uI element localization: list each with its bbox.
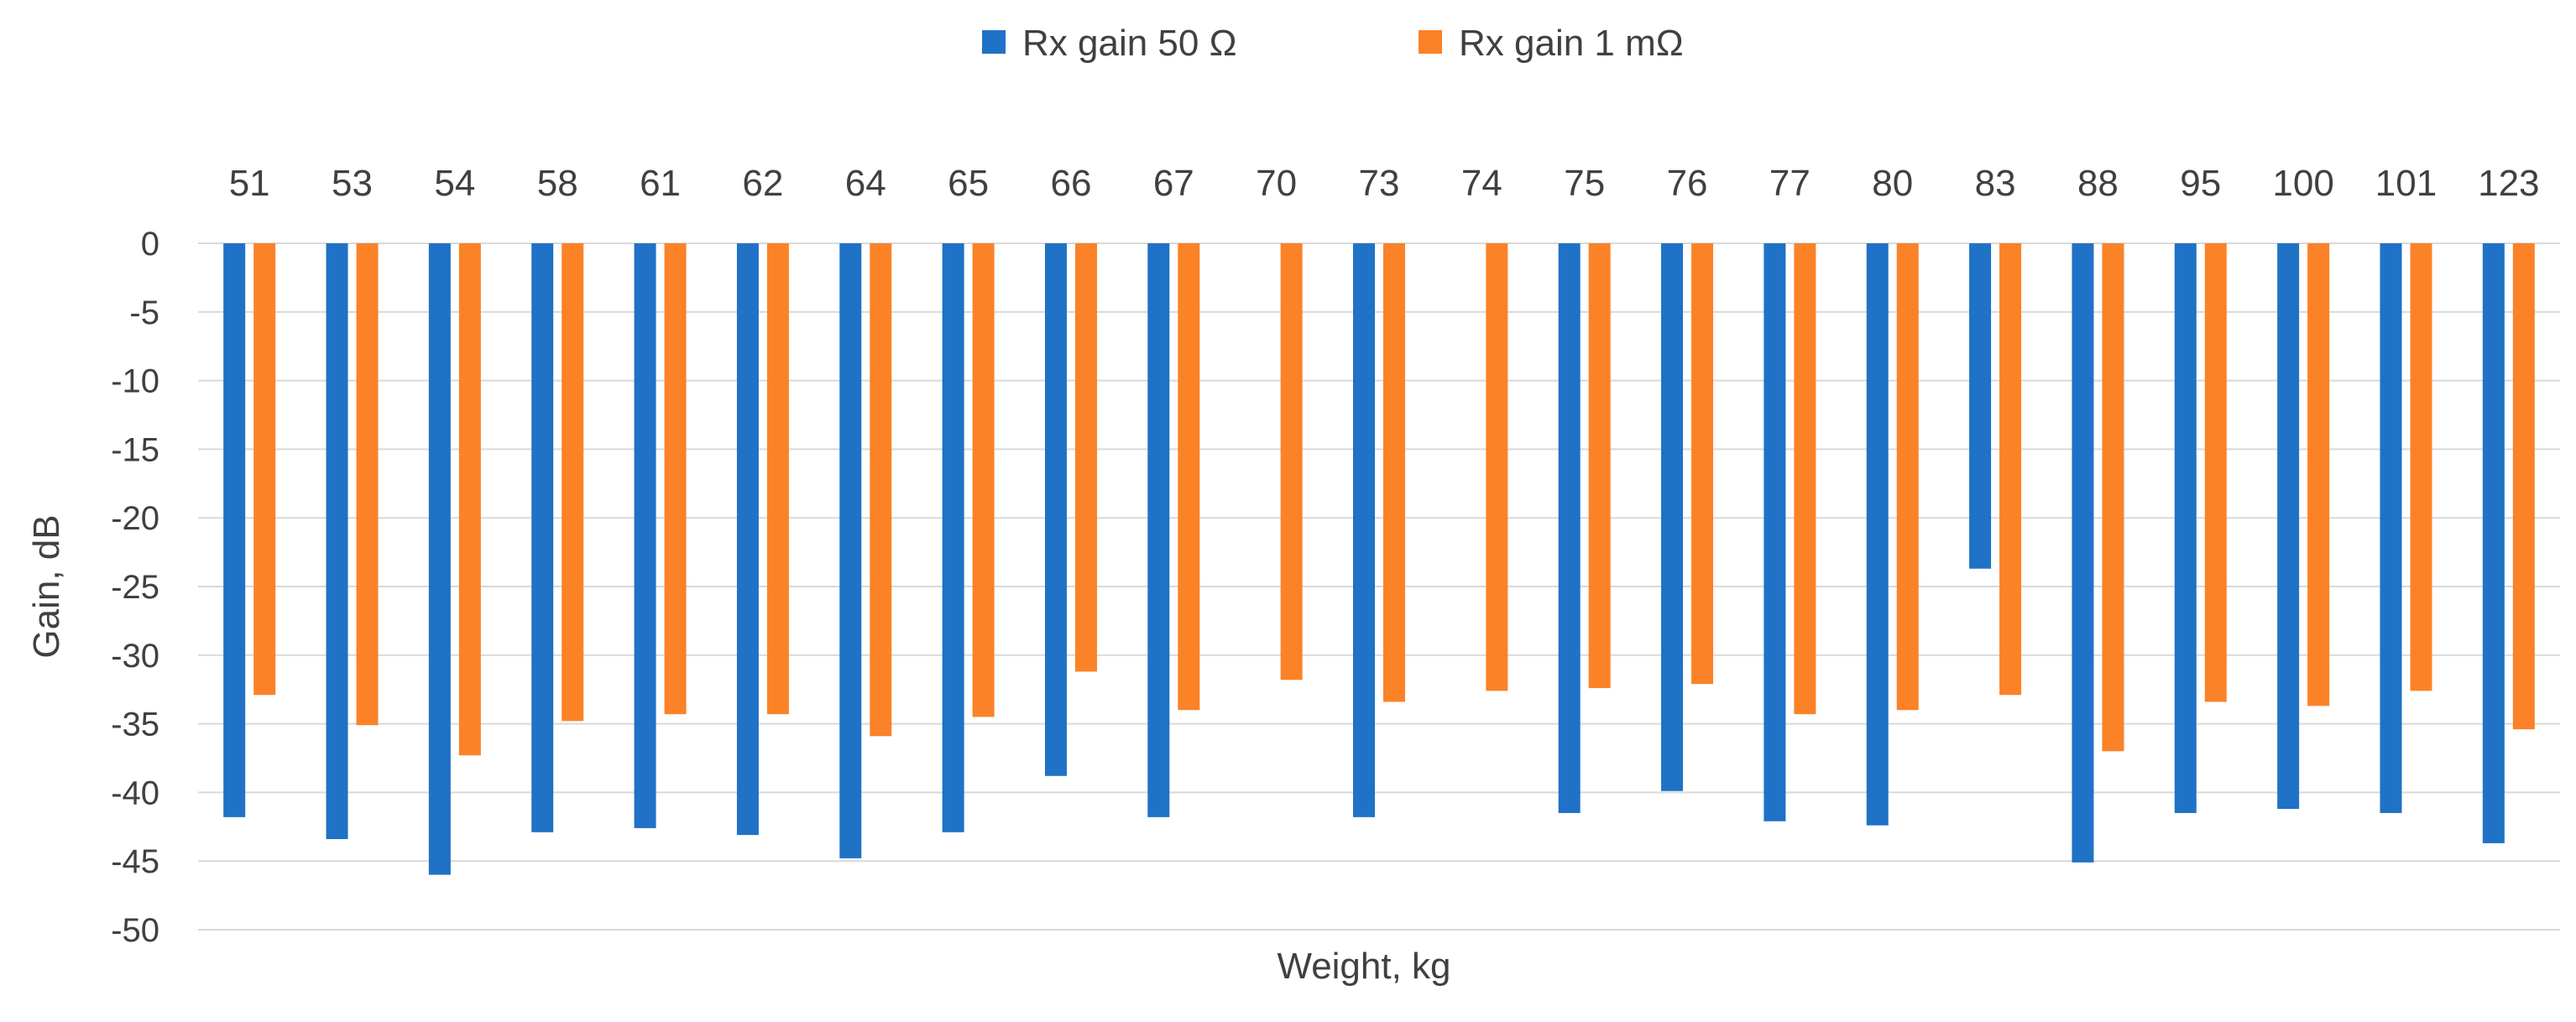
category-label: 51 (229, 163, 270, 204)
bar-rx-gain-50-ohm-77 (1763, 243, 1786, 821)
category-label: 77 (1769, 163, 1811, 204)
category-label: 95 (2180, 163, 2221, 204)
legend-label-rx-gain-1-mohm: Rx gain 1 mΩ (1459, 23, 1684, 64)
bar-rx-gain-50-ohm-80 (1866, 243, 1889, 826)
category-label: 73 (1359, 163, 1400, 204)
bar-rx-gain-1-mohm-101 (2410, 243, 2432, 691)
y-tick-label: -35 (111, 707, 159, 743)
legend-swatch-rx-gain-1-mohm (1419, 30, 1442, 54)
bar-rx-gain-1-mohm-66 (1074, 243, 1097, 672)
bar-rx-gain-1-mohm-77 (1794, 243, 1816, 715)
category-label: 83 (1975, 163, 2016, 204)
y-tick-label: 0 (141, 226, 159, 263)
category-label: 75 (1564, 163, 1605, 204)
y-axis-label: Gain, dB (26, 514, 67, 658)
y-tick-label: -20 (111, 500, 159, 537)
bar-rx-gain-1-mohm-73 (1383, 243, 1405, 702)
category-label: 58 (537, 163, 578, 204)
bar-rx-gain-1-mohm-70 (1280, 243, 1303, 680)
category-label: 88 (2077, 163, 2119, 204)
bar-rx-gain-1-mohm-88 (2102, 243, 2124, 752)
bar-rx-gain-50-ohm-83 (1969, 243, 1992, 569)
category-label: 70 (1256, 163, 1297, 204)
y-tick-label: -45 (111, 843, 159, 880)
bar-rx-gain-50-ohm-65 (942, 243, 964, 832)
bar-rx-gain-50-ohm-51 (223, 243, 246, 817)
y-tick-label: -5 (129, 295, 159, 331)
category-label: 67 (1153, 163, 1194, 204)
category-label: 62 (742, 163, 783, 204)
bar-rx-gain-1-mohm-83 (1999, 243, 2022, 696)
bar-rx-gain-50-ohm-123 (2482, 243, 2505, 843)
bar-rx-gain-1-mohm-53 (356, 243, 379, 726)
bar-rx-gain-50-ohm-75 (1558, 243, 1581, 813)
legend-swatch-rx-gain-50-ohm (982, 30, 1006, 54)
category-tick-labels: 51 53 54 58 61 62 64 65 66 67 70 73 74 75 76 77 80 83 88 95… (229, 163, 2540, 204)
bar-rx-gain-1-mohm-65 (972, 243, 995, 717)
bar-rx-gain-1-mohm-80 (1896, 243, 1919, 711)
x-axis-label: Weight, kg (1277, 946, 1450, 987)
category-label: 65 (948, 163, 989, 204)
bar-rx-gain-50-ohm-95 (2174, 243, 2197, 813)
legend-label-rx-gain-50-ohm: Rx gain 50 Ω (1022, 23, 1236, 64)
bar-rx-gain-1-mohm-54 (458, 243, 481, 756)
category-label: 101 (2375, 163, 2437, 204)
bar-rx-gain-1-mohm-64 (870, 243, 892, 737)
bar-rx-gain-1-mohm-67 (1178, 243, 1200, 711)
bar-rx-gain-1-mohm-58 (562, 243, 584, 722)
bar-rx-gain-50-ohm-62 (736, 243, 759, 836)
y-tick-label: -10 (111, 363, 159, 400)
bar-rx-gain-50-ohm-88 (2072, 243, 2094, 863)
bars (223, 243, 2535, 875)
bar-rx-gain-50-ohm-100 (2277, 243, 2300, 810)
category-label: 123 (2478, 163, 2539, 204)
category-label: 66 (1050, 163, 1091, 204)
bar-rx-gain-1-mohm-75 (1588, 243, 1611, 689)
bar-rx-gain-1-mohm-100 (2307, 243, 2330, 707)
category-label: 61 (640, 163, 681, 204)
bar-rx-gain-50-ohm-73 (1353, 243, 1375, 817)
category-label: 64 (845, 163, 886, 204)
y-tick-label: -30 (111, 638, 159, 675)
bar-rx-gain-50-ohm-67 (1147, 243, 1170, 817)
bar-rx-gain-1-mohm-62 (766, 243, 789, 715)
bar-rx-gain-1-mohm-76 (1691, 243, 1714, 685)
bar-rx-gain-50-ohm-101 (2380, 243, 2402, 813)
category-label: 76 (1667, 163, 1708, 204)
y-axis-tick-labels: 0 -5 -10 -15 -20 -25 -30 -35 -40 -45 -50 (111, 226, 159, 949)
bar-rx-gain-50-ohm-58 (531, 243, 554, 832)
category-label: 80 (1872, 163, 1913, 204)
y-tick-label: -50 (111, 912, 159, 949)
y-tick-label: -40 (111, 774, 159, 811)
legend: Rx gain 50 Ω Rx gain 1 mΩ (982, 23, 1684, 64)
bar-rx-gain-50-ohm-54 (428, 243, 451, 875)
category-label: 54 (434, 163, 475, 204)
bar-rx-gain-50-ohm-66 (1044, 243, 1067, 776)
bar-rx-gain-50-ohm-76 (1661, 243, 1684, 791)
bar-rx-gain-1-mohm-123 (2512, 243, 2535, 730)
bar-rx-gain-50-ohm-64 (839, 243, 862, 858)
bar-rx-gain-1-mohm-95 (2204, 243, 2227, 702)
y-tick-label: -25 (111, 569, 159, 606)
bar-rx-gain-50-ohm-53 (326, 243, 348, 840)
bar-rx-gain-1-mohm-61 (664, 243, 687, 715)
bar-rx-gain-50-ohm-61 (634, 243, 656, 828)
category-label: 74 (1461, 163, 1502, 204)
bar-rx-gain-1-mohm-74 (1486, 243, 1508, 691)
category-label: 53 (332, 163, 373, 204)
category-label: 100 (2272, 163, 2333, 204)
bar-rx-gain-1-mohm-51 (253, 243, 276, 696)
y-tick-label: -15 (111, 431, 159, 468)
gridlines (198, 242, 2560, 931)
